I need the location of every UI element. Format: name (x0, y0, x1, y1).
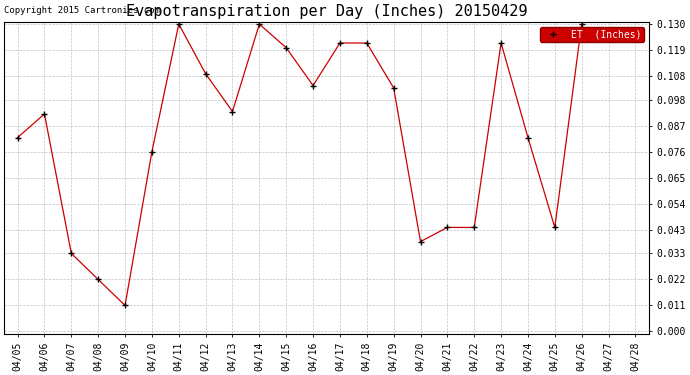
Title: Evapotranspiration per Day (Inches) 20150429: Evapotranspiration per Day (Inches) 2015… (126, 4, 527, 19)
Legend: ET  (Inches): ET (Inches) (540, 27, 644, 42)
Text: Copyright 2015 Cartronics.com: Copyright 2015 Cartronics.com (4, 6, 160, 15)
